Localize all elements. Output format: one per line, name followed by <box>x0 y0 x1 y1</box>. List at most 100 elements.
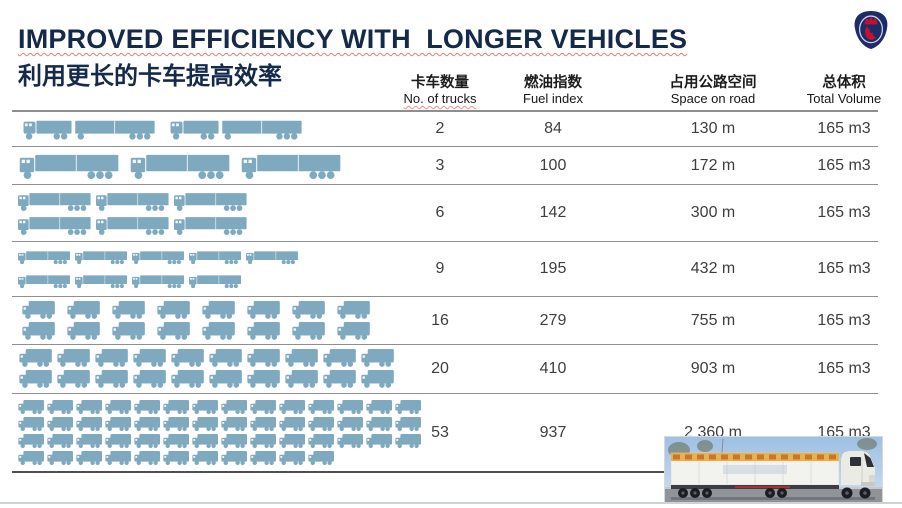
header-spacer <box>12 72 390 110</box>
truck-photo <box>664 436 883 504</box>
cell-total-volume: 165 m3 <box>817 260 871 277</box>
semi-truck-icon <box>241 154 341 180</box>
truck-pictogram-line <box>18 151 344 180</box>
table-row: 16 279 755 m 165 m3 <box>12 297 878 345</box>
table-row: 3 100 172 m 165 m3 <box>12 147 878 185</box>
rigid-truck-icon <box>285 349 318 367</box>
table-row: 53 937 2 360 m 165 m3 <box>12 394 878 473</box>
truck-pictogram-line <box>18 117 309 141</box>
cell-fuel-index: 279 <box>539 311 567 329</box>
rigid-truck-icon <box>67 321 100 340</box>
rigid-truck-icon <box>192 416 218 431</box>
efficiency-table: 卡车数量 No. of trucks 燃油指数 Fuel index 占用公路空… <box>12 72 882 473</box>
cell-trucks-count: 3 <box>435 156 445 174</box>
cell-trucks-count: 2 <box>435 120 445 137</box>
truck-pictogram-line <box>18 349 396 368</box>
cell-fuel-index: 937 <box>539 423 567 441</box>
truck-pictogram-cell <box>12 394 421 471</box>
rigid-truck-icon <box>285 370 318 388</box>
cell-fuel-index: 142 <box>539 204 567 221</box>
cell-space-on-road: 300 m <box>690 204 736 221</box>
truck-pictogram-cell <box>12 242 390 296</box>
rigid-truck-icon <box>395 399 421 414</box>
semi-truck-icon <box>189 251 241 265</box>
scania-logo-icon <box>852 10 890 50</box>
semi-truck-icon <box>132 251 184 265</box>
rigid-truck-icon <box>57 370 90 388</box>
slide-title-chinese: 利用更长的卡车提高效率 <box>18 63 282 90</box>
cell-trucks-count: 20 <box>431 360 449 377</box>
rigid-truck-icon <box>47 416 73 431</box>
rigid-truck-icon <box>18 416 44 431</box>
rigid-truck-icon <box>192 433 218 448</box>
truck-pictogram-line <box>18 416 422 432</box>
semi-truck-icon <box>18 193 91 211</box>
rigid-truck-icon <box>247 300 280 319</box>
semi-truck-icon <box>132 275 184 289</box>
truck-pictogram-cell <box>12 112 390 146</box>
cell-total-volume: 165 m3 <box>817 120 871 137</box>
rigid-truck-icon <box>279 450 305 465</box>
truck-pictogram-line <box>18 246 299 268</box>
cell-trucks-count: 6 <box>435 204 445 221</box>
rigid-truck-icon <box>308 399 334 414</box>
rigid-truck-icon <box>247 349 280 367</box>
cell-space-on-road: 903 m <box>690 360 736 377</box>
rigid-truck-icon <box>134 416 160 431</box>
rigid-truck-icon <box>163 399 189 414</box>
header-total-volume-en: Total Volume <box>806 91 882 107</box>
rigid-truck-icon <box>133 349 166 367</box>
semi-truck-icon <box>96 217 169 235</box>
rigid-truck-icon <box>134 433 160 448</box>
table-header-row: 卡车数量 No. of trucks 燃油指数 Fuel index 占用公路空… <box>12 72 882 112</box>
semi-truck-icon <box>130 154 230 180</box>
rigid-truck-icon <box>221 399 247 414</box>
rigid-truck-icon <box>47 399 73 414</box>
cell-total-volume: 165 m3 <box>817 360 871 377</box>
rigid-truck-icon <box>250 450 276 465</box>
roadtrain-truck-icon <box>170 120 302 140</box>
rigid-truck-icon <box>18 433 44 448</box>
rigid-truck-icon <box>163 416 189 431</box>
table-row: 20 410 903 m 165 m3 <box>12 345 878 394</box>
rigid-truck-icon <box>221 433 247 448</box>
rigid-truck-icon <box>22 321 55 340</box>
rigid-truck-icon <box>202 321 235 340</box>
truck-pictogram-line <box>18 321 375 341</box>
rigid-truck-icon <box>202 300 235 319</box>
rigid-truck-icon <box>250 416 276 431</box>
rigid-truck-icon <box>134 399 160 414</box>
cell-space-on-road: 172 m <box>690 156 736 174</box>
rigid-truck-icon <box>292 321 325 340</box>
truck-pictogram-cell <box>12 185 390 241</box>
rigid-truck-icon <box>47 433 73 448</box>
rigid-truck-icon <box>279 416 305 431</box>
semi-truck-icon <box>75 251 127 265</box>
rigid-truck-icon <box>105 433 131 448</box>
rigid-truck-icon <box>279 399 305 414</box>
rigid-truck-icon <box>292 300 325 319</box>
rigid-truck-icon <box>19 349 52 367</box>
rigid-truck-icon <box>18 399 44 414</box>
rigid-truck-icon <box>192 450 218 465</box>
rigid-truck-icon <box>366 416 392 431</box>
rigid-truck-icon <box>308 433 334 448</box>
rigid-truck-icon <box>134 450 160 465</box>
rigid-truck-icon <box>76 416 102 431</box>
rigid-truck-icon <box>19 370 52 388</box>
rigid-truck-icon <box>112 300 145 319</box>
rigid-truck-icon <box>209 370 242 388</box>
truck-pictogram-cell <box>12 147 390 184</box>
rigid-truck-icon <box>395 433 421 448</box>
rigid-truck-icon <box>76 450 102 465</box>
rigid-truck-icon <box>221 416 247 431</box>
rigid-truck-icon <box>47 450 73 465</box>
roadtrain-truck-icon <box>23 120 155 140</box>
cell-trucks-count: 16 <box>431 311 449 329</box>
truck-pictogram-cell <box>12 297 390 344</box>
truck-pictogram-line <box>18 214 248 236</box>
rigid-truck-icon <box>308 416 334 431</box>
semi-truck-icon <box>174 193 247 211</box>
rigid-truck-icon <box>250 433 276 448</box>
cell-total-volume: 165 m3 <box>817 311 871 329</box>
